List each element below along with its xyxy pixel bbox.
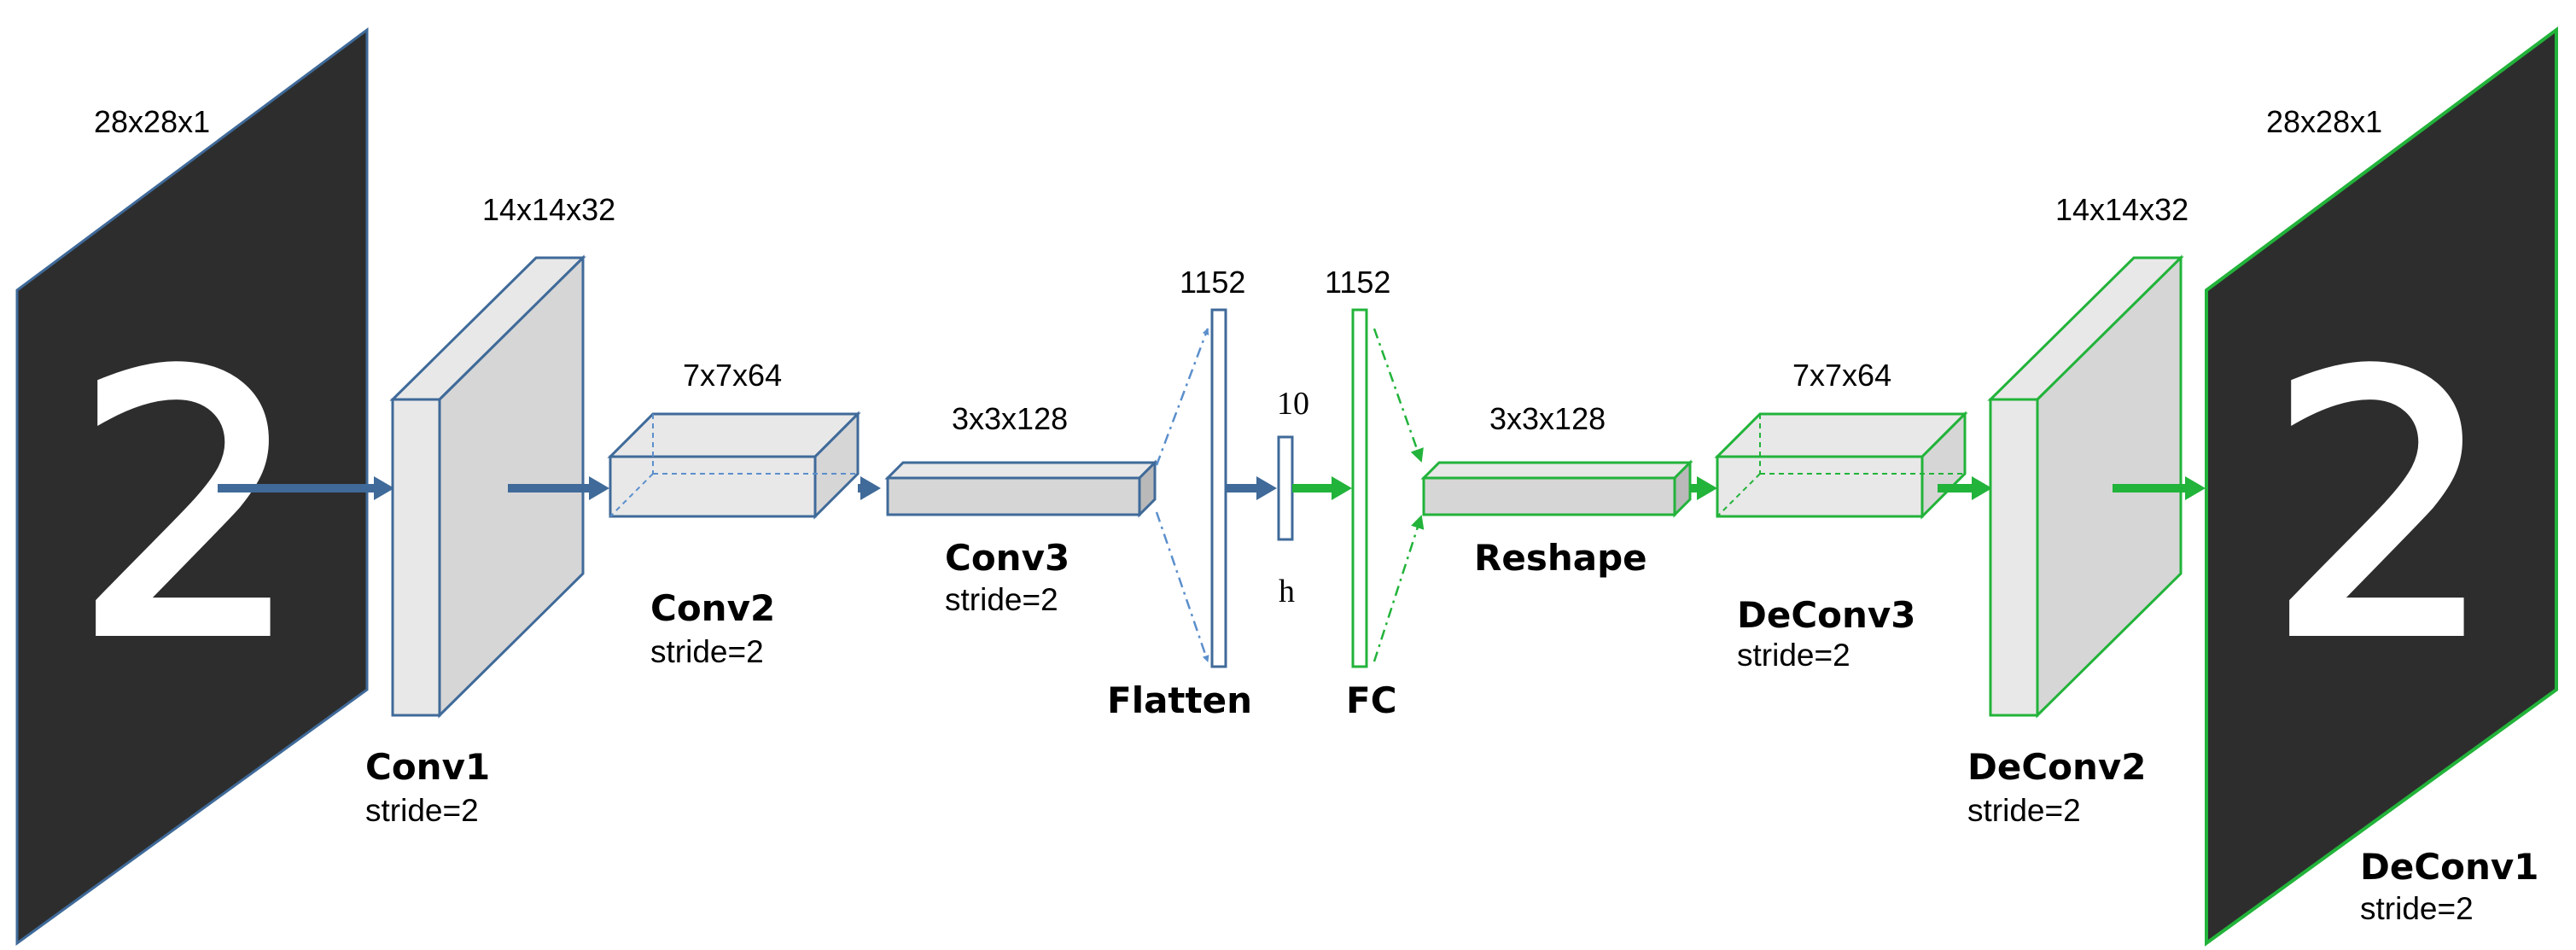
conv1-stride: stride=2 bbox=[365, 793, 479, 828]
conv3-block bbox=[884, 459, 1158, 518]
conv2-stride: stride=2 bbox=[650, 634, 764, 669]
deconv3-block bbox=[1714, 411, 1968, 520]
deconv2-block bbox=[1987, 254, 2184, 719]
fc-dims: 1152 bbox=[1325, 265, 1390, 300]
arrow-flatten-code bbox=[1226, 476, 1277, 500]
reshape-fan bbox=[1373, 328, 1425, 662]
arrow-deconv2-output bbox=[2113, 476, 2206, 500]
input-panel bbox=[15, 27, 369, 946]
input-digit: 2 bbox=[73, 300, 301, 717]
arrow-input-conv1 bbox=[218, 476, 394, 500]
reshape-label: Reshape bbox=[1474, 537, 1647, 579]
deconv3-dims: 7x7x64 bbox=[1792, 358, 1891, 393]
flatten-label: Flatten bbox=[1107, 679, 1252, 721]
conv3-label: Conv3 bbox=[945, 537, 1069, 579]
fc-block bbox=[1351, 308, 1368, 668]
output-label: DeConv1 bbox=[2360, 846, 2539, 888]
input-dims: 28x28x1 bbox=[94, 104, 210, 139]
code-label: h bbox=[1279, 574, 1295, 609]
output-panel bbox=[2205, 26, 2558, 947]
flatten-block bbox=[1210, 308, 1227, 668]
output-dims: 28x28x1 bbox=[2266, 104, 2382, 139]
conv2-dims: 7x7x64 bbox=[683, 358, 782, 393]
output-image: 2 bbox=[2205, 26, 2558, 947]
deconv2-stride: stride=2 bbox=[1967, 793, 2081, 828]
arrow-deconv3-deconv2 bbox=[1938, 476, 1992, 500]
conv2-label: Conv2 bbox=[650, 587, 775, 629]
arrow-reshape-deconv3 bbox=[1690, 476, 1717, 500]
code-dims: 10 bbox=[1277, 386, 1309, 422]
deconv2-label: DeConv2 bbox=[1967, 746, 2147, 788]
reshape-block bbox=[1420, 459, 1693, 518]
conv3-dims: 3x3x128 bbox=[952, 401, 1068, 436]
output-stride: stride=2 bbox=[2360, 891, 2474, 926]
input-image: 2 bbox=[15, 27, 369, 946]
arrow-code-fc bbox=[1292, 476, 1352, 500]
flatten-dims: 1152 bbox=[1180, 265, 1245, 300]
conv3-stride: stride=2 bbox=[945, 582, 1058, 617]
arrow-conv1-conv2 bbox=[508, 476, 609, 500]
deconv3-label: DeConv3 bbox=[1737, 594, 1916, 636]
conv2-block bbox=[607, 411, 861, 520]
deconv3-stride: stride=2 bbox=[1737, 638, 1850, 673]
conv1-label: Conv1 bbox=[365, 746, 490, 788]
reshape-dims: 3x3x128 bbox=[1489, 401, 1606, 436]
output-digit: 2 bbox=[2267, 300, 2495, 717]
fc-label: FC bbox=[1346, 679, 1397, 721]
code-block bbox=[1277, 435, 1294, 541]
arrow-conv2-conv3 bbox=[858, 476, 881, 500]
conv1-dims: 14x14x32 bbox=[482, 192, 615, 227]
deconv2-dims: 14x14x32 bbox=[2055, 192, 2188, 227]
flatten-fan bbox=[1155, 328, 1209, 662]
